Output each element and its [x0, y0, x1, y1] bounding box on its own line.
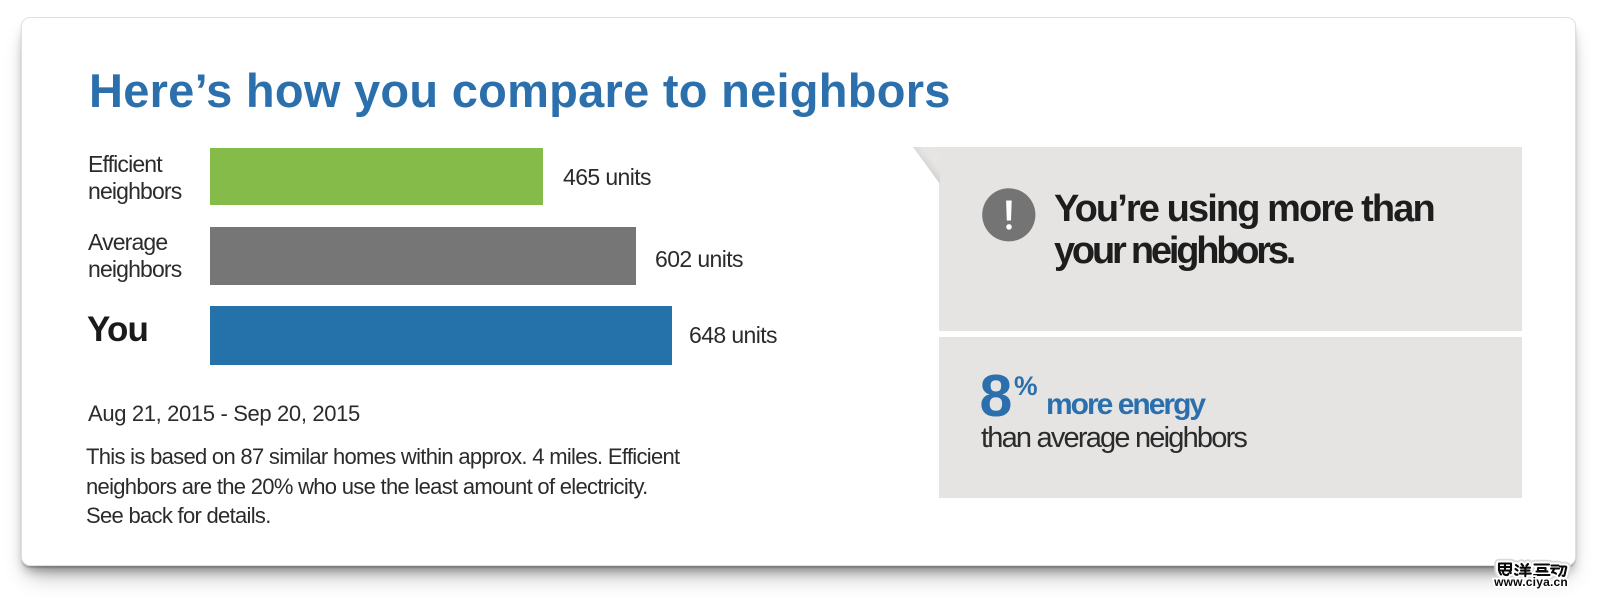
svg-text:www.ciya.cn: www.ciya.cn: [1493, 575, 1568, 589]
